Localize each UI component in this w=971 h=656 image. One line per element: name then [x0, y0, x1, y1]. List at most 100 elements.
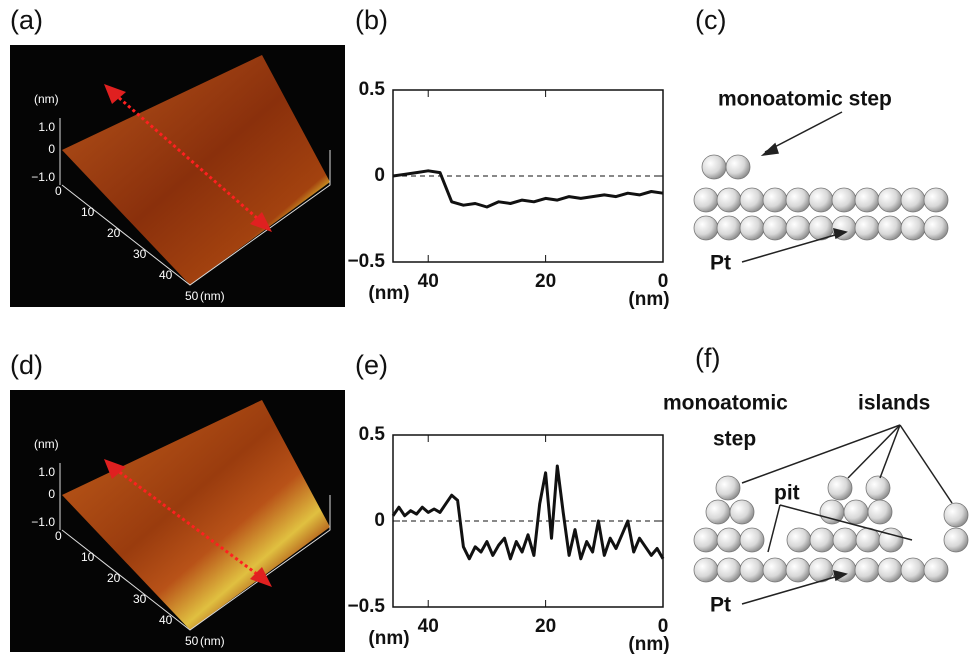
- y-tick-label: 0.5: [359, 424, 386, 445]
- panel-label: (a): [10, 5, 43, 35]
- panel-label: (e): [355, 350, 388, 380]
- profile-line: [109, 463, 266, 582]
- x-unit-label: (nm): [628, 289, 669, 310]
- x-tick-label: 0: [658, 616, 669, 637]
- atom: [762, 187, 788, 213]
- atom: [716, 527, 742, 553]
- atom: [843, 499, 869, 525]
- atom: [943, 502, 969, 528]
- afm-tick-label: 40: [159, 613, 173, 627]
- afm-tick-label: 1.0: [38, 465, 55, 479]
- atom: [725, 154, 751, 180]
- profile-line: [392, 169, 664, 209]
- panel-label: (b): [355, 5, 388, 35]
- atom: [716, 557, 742, 583]
- atom: [877, 215, 903, 241]
- atom: [923, 187, 949, 213]
- atom: [808, 187, 834, 213]
- afm-frame: [61, 150, 331, 286]
- atom: [762, 557, 788, 583]
- afm-tick-label: 0: [48, 487, 55, 501]
- panel-label: (c): [695, 5, 726, 35]
- atom: [716, 215, 742, 241]
- afm-tick-label: 30: [133, 592, 147, 606]
- y-tick-label: 0: [374, 510, 385, 531]
- arrow: [104, 84, 126, 104]
- atom: [854, 215, 880, 241]
- atom: [705, 499, 731, 525]
- y-tick-label: 0.5: [359, 79, 386, 100]
- arrow: [250, 212, 272, 232]
- diagram-lines: [741, 111, 953, 605]
- atom: [877, 187, 903, 213]
- atom: [867, 499, 893, 525]
- x-tick-label: 40: [418, 616, 439, 637]
- atom: [786, 527, 812, 553]
- atom: [827, 475, 853, 501]
- afm-tick-label: 20: [107, 226, 121, 240]
- profile-line: [109, 88, 266, 227]
- atom: [785, 215, 811, 241]
- atom: [865, 475, 891, 501]
- afm-tick-label: 40: [159, 268, 173, 282]
- x-unit-label: (nm): [628, 634, 669, 655]
- atom: [877, 557, 903, 583]
- atom: [739, 527, 765, 553]
- atom: [923, 557, 949, 583]
- afm-unit: (nm): [34, 92, 59, 106]
- y-tick-label: 0: [374, 165, 385, 186]
- atom: [739, 215, 765, 241]
- x-tick-label: 20: [535, 616, 556, 637]
- atom: [729, 499, 755, 525]
- diagram-label: islands: [858, 392, 930, 415]
- afm-tick-label: 50: [185, 289, 199, 303]
- diagram-label: step: [713, 428, 756, 451]
- atom: [785, 187, 811, 213]
- x-unit-label: (nm): [368, 628, 409, 649]
- arrow: [104, 459, 126, 479]
- atom: [855, 527, 881, 553]
- atom: [739, 187, 765, 213]
- afm-tick-label: −1.0: [31, 170, 55, 184]
- arrow: [250, 567, 272, 587]
- afm-unit: (nm): [34, 437, 59, 451]
- atom: [854, 187, 880, 213]
- atom: [762, 215, 788, 241]
- atom: [785, 557, 811, 583]
- atom: [693, 215, 719, 241]
- atom: [878, 527, 904, 553]
- afm-tick-label: 20: [107, 571, 121, 585]
- atom: [854, 557, 880, 583]
- atom: [693, 187, 719, 213]
- afm-tick-label: −1.0: [31, 515, 55, 529]
- atom: [900, 215, 926, 241]
- panel-label: (d): [10, 350, 43, 380]
- atom: [716, 187, 742, 213]
- atom: [693, 557, 719, 583]
- afm-tick-label: 10: [81, 205, 95, 219]
- atom: [715, 475, 741, 501]
- afm-tick-label: 0: [55, 529, 62, 543]
- afm-unit: (nm): [200, 289, 225, 303]
- afm-tick-label: 30: [133, 247, 147, 261]
- x-unit-label: (nm): [368, 283, 409, 304]
- x-tick-label: 40: [418, 271, 439, 292]
- panel-label: (f): [695, 343, 720, 373]
- atom: [831, 187, 857, 213]
- diagram-label: Pt: [710, 252, 731, 275]
- atom: [900, 187, 926, 213]
- afm-unit: (nm): [200, 634, 225, 648]
- atom: [832, 527, 858, 553]
- atom: [739, 557, 765, 583]
- atom: [923, 215, 949, 241]
- atom: [809, 527, 835, 553]
- afm-tick-label: 50: [185, 634, 199, 648]
- diagram-label: monoatomic: [663, 392, 788, 415]
- y-tick-label: −0.5: [347, 596, 385, 617]
- atom: [900, 557, 926, 583]
- atom: [693, 527, 719, 553]
- x-tick-label: 20: [535, 271, 556, 292]
